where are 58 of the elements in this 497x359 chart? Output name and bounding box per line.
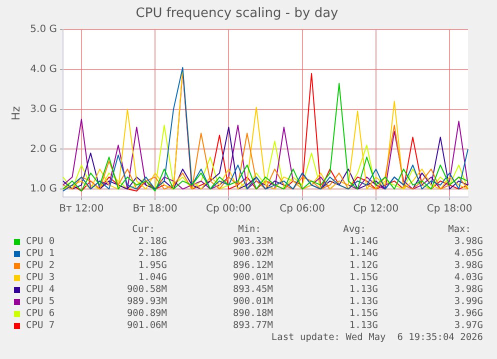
- x-tick-label: Ср 12:00: [353, 204, 399, 215]
- text: 1.13G: [349, 284, 378, 296]
- x-tick-label: Ср 18:00: [426, 204, 472, 215]
- legend-label: CPU 1: [26, 248, 55, 260]
- y-tick-label: 3.0 G: [30, 104, 58, 115]
- text: 1.15G: [349, 308, 378, 320]
- text: 3.98G: [454, 260, 483, 272]
- chart-title: CPU frequency scaling - by day: [136, 6, 339, 22]
- text: 2.18G: [138, 236, 167, 248]
- y-tick-label: 2.0 G: [30, 144, 58, 155]
- text: 1.13G: [349, 296, 378, 308]
- legend-label: CPU 6: [26, 308, 55, 320]
- text: 893.45M: [232, 284, 273, 296]
- text: 900.02M: [232, 248, 273, 260]
- text: Max:: [448, 224, 471, 236]
- y-tick-label: 5.0 G: [30, 24, 58, 36]
- text: 1.15G: [349, 272, 378, 284]
- text: Cur:: [132, 224, 155, 236]
- x-tick-label: Вт 18:00: [132, 204, 178, 215]
- text: 900.01M: [232, 296, 273, 308]
- text: 4.03G: [454, 272, 483, 284]
- text: 989.93M: [126, 296, 167, 308]
- text: 896.12M: [232, 260, 273, 272]
- text: 2.18G: [138, 248, 167, 260]
- y-tick-label: 4.0 G: [30, 64, 58, 76]
- text: 3.99G: [454, 296, 483, 308]
- x-tick-label: Ср 00:00: [206, 204, 252, 215]
- legend-label: CPU 7: [26, 320, 55, 332]
- x-tick-label: Вт 12:00: [59, 204, 104, 215]
- text: Avg:: [343, 224, 366, 236]
- legend-label: CPU 2: [26, 260, 55, 272]
- text: 1.13G: [349, 320, 378, 332]
- text: 901.06M: [126, 320, 167, 332]
- text: 1.04G: [138, 272, 167, 284]
- text: 900.01M: [232, 272, 273, 284]
- legend-label: CPU 5: [26, 296, 55, 308]
- text: Min:: [238, 224, 261, 236]
- text: 1.14G: [349, 248, 378, 260]
- text: 1.14G: [349, 236, 378, 248]
- text: 4.05G: [454, 248, 483, 260]
- text: 3.98G: [454, 236, 483, 248]
- text: 893.77M: [232, 320, 273, 332]
- text: 890.18M: [232, 308, 273, 320]
- legend-label: CPU 3: [26, 272, 55, 284]
- text: 1.12G: [349, 260, 378, 272]
- legend-label: CPU 0: [26, 236, 55, 248]
- text: 1.95G: [138, 260, 167, 272]
- text: 900.89M: [126, 308, 167, 320]
- y-axis-title: Hz: [9, 106, 22, 120]
- text: 3.97G: [454, 320, 483, 332]
- legend-label: CPU 4: [26, 284, 55, 296]
- y-tick-label: 1.0 G: [30, 184, 58, 195]
- x-tick-label: Ср 06:00: [280, 204, 325, 215]
- text: 3.98G: [454, 284, 483, 296]
- text: 3.96G: [454, 308, 483, 320]
- text: Last update: Wed May 6 19:35:04 2026: [271, 332, 483, 344]
- text: 903.33M: [232, 236, 273, 248]
- text: 900.58M: [126, 284, 167, 296]
